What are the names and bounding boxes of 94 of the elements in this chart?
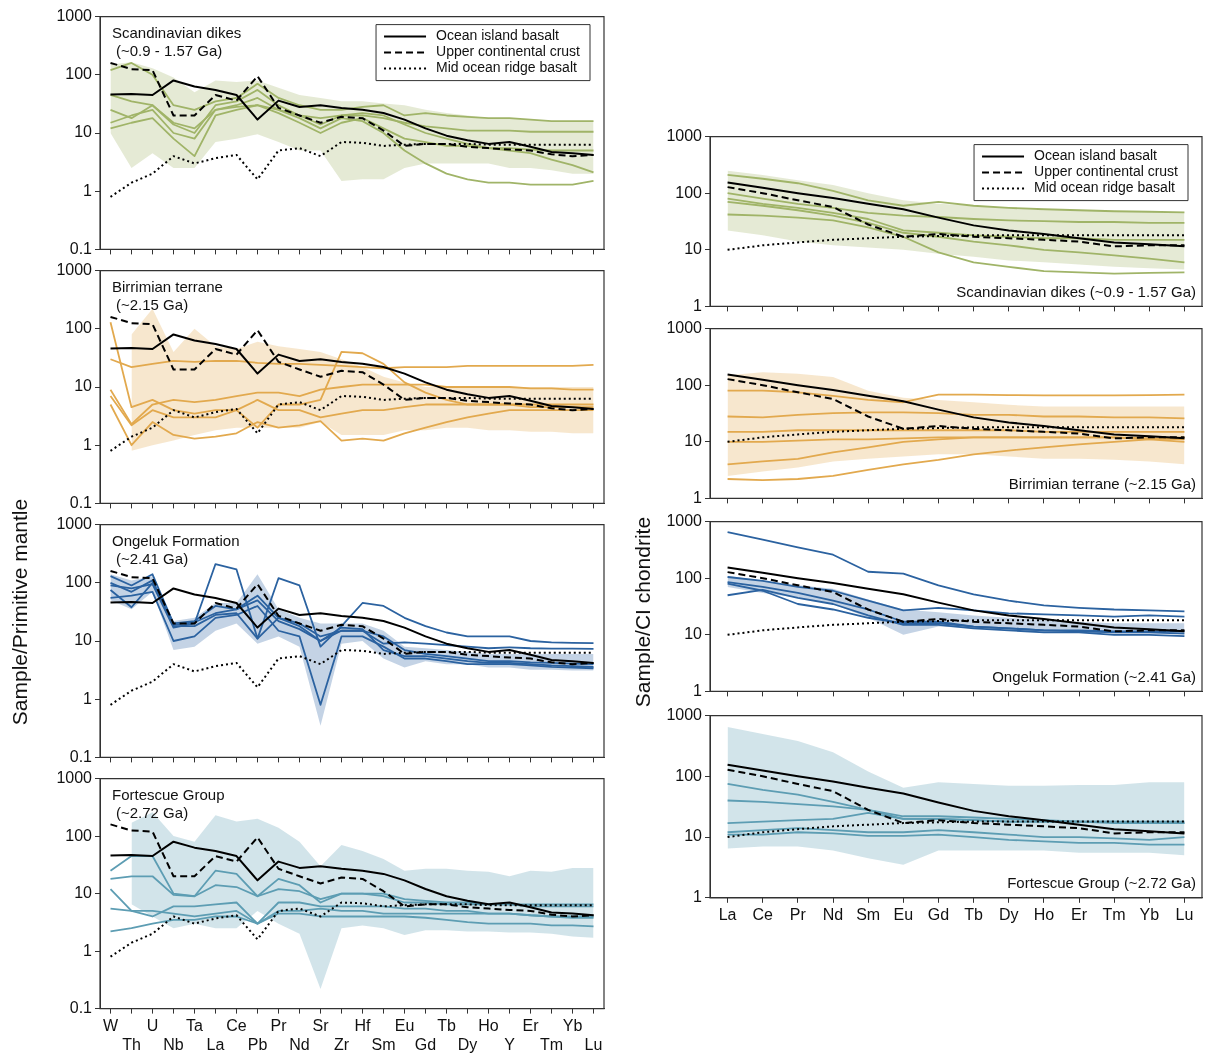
x-tick-label: Er: [522, 1016, 540, 1034]
x-tick-label: Sm: [856, 905, 881, 923]
x-tick-label: Tm: [539, 1035, 564, 1053]
text: (~0.9 - 1.57 Ga): [116, 42, 223, 60]
x-tick-label: La: [718, 905, 737, 923]
y-tick-label: 1: [693, 888, 703, 906]
y-tick-label: 1: [83, 941, 93, 959]
y-tick-label: 10: [684, 240, 703, 258]
x-tick-label: Pr: [270, 1016, 288, 1034]
x-tick-label: Hf: [354, 1016, 372, 1034]
x-tick-label: Zr: [333, 1035, 350, 1053]
x-tick-label: Yb: [562, 1016, 583, 1034]
y-tick-label: 10: [74, 123, 93, 141]
y-tick-label: 100: [675, 766, 703, 784]
text: Scandinavian dikes: [112, 24, 242, 42]
legend-label: Mid ocean ridge basalt: [1034, 179, 1176, 196]
x-tick-label: Er: [1071, 905, 1088, 923]
x-tick-label: U: [146, 1016, 159, 1034]
x-tick-label: Sr: [312, 1016, 330, 1034]
y-tick-label: 10: [74, 884, 93, 902]
x-tick-label: Ho: [1033, 905, 1055, 923]
x-tick-label: Eu: [893, 905, 914, 923]
legend-label: Upper continental crust: [436, 43, 581, 60]
text: Ongeluk Formation: [112, 532, 240, 550]
y-tick-label: 0.1: [69, 239, 93, 257]
y-tick-label: 10: [684, 625, 703, 643]
y-tick-label: 1000: [56, 515, 93, 533]
x-tick-label: Lu: [584, 1035, 603, 1053]
x-tick-label: Dy: [998, 905, 1019, 923]
x-tick-label: Pr: [789, 905, 807, 923]
x-tick-label: Ta: [186, 1016, 204, 1034]
y-tick-label: 1: [83, 435, 93, 453]
x-tick-label: Sm: [371, 1035, 396, 1053]
x-tick-label: Tb: [964, 905, 984, 923]
legend-label: Upper continental crust: [1034, 163, 1179, 180]
y-tick-label: 1000: [666, 512, 703, 530]
x-tick-label: Gd: [927, 905, 950, 923]
x-tick-label: Nd: [289, 1035, 310, 1053]
y-tick-label: 10: [74, 631, 93, 649]
x-tick-label: Nb: [163, 1035, 184, 1053]
x-tick-label: Tb: [437, 1016, 456, 1034]
y-tick-label: 1: [693, 488, 703, 506]
y-tick-label: 1000: [56, 769, 93, 787]
x-tick-label: Gd: [414, 1035, 437, 1053]
y-tick-label: 10: [684, 432, 703, 450]
y-tick-label: 100: [65, 319, 93, 337]
chart-title: Birrimian terrane (~2.15 Ga): [1008, 475, 1196, 493]
text: (~2.41 Ga): [116, 550, 189, 568]
y-tick-label: 10: [684, 827, 703, 845]
text: Birrimian terrane: [112, 278, 223, 296]
y-tick-label: 0.1: [69, 493, 93, 511]
x-tick-label: Ce: [752, 905, 774, 923]
y-tick-label: 1000: [666, 319, 703, 337]
y-tick-label: 100: [65, 573, 93, 591]
y-axis-title: Sample/CI chondrite: [631, 516, 655, 708]
y-axis-title: Sample/Primitive mantle: [8, 498, 32, 726]
y-tick-label: 1: [83, 181, 93, 199]
y-tick-label: 100: [675, 375, 703, 393]
x-tick-label: Y: [504, 1035, 516, 1053]
y-tick-label: 10: [74, 377, 93, 395]
y-tick-label: 100: [65, 65, 93, 83]
legend-label: Mid ocean ridge basalt: [436, 59, 578, 76]
chart-title: Scandinavian dikes (~0.9 - 1.57 Ga): [956, 283, 1196, 301]
y-tick-label: 100: [65, 826, 93, 844]
y-tick-label: 1: [693, 296, 703, 314]
x-tick-label: Dy: [457, 1035, 478, 1053]
y-tick-label: 100: [675, 183, 703, 201]
x-tick-label: La: [206, 1035, 225, 1053]
x-tick-label: Tm: [1102, 905, 1126, 923]
x-tick-label: Th: [122, 1035, 141, 1053]
x-tick-label: Pb: [247, 1035, 268, 1053]
y-tick-label: 0.1: [69, 999, 93, 1017]
y-tick-label: 1000: [56, 261, 93, 279]
x-tick-label: Ce: [226, 1016, 247, 1034]
chart-title: Fortescue Group (~2.72 Ga): [1007, 874, 1196, 892]
x-tick-label: Nd: [822, 905, 844, 923]
y-tick-label: 1000: [666, 127, 703, 145]
x-tick-label: Yb: [1139, 905, 1160, 923]
x-tick-label: W: [102, 1016, 119, 1034]
text: (~2.15 Ga): [116, 296, 189, 314]
x-tick-label: Lu: [1175, 905, 1194, 923]
y-tick-label: 1: [83, 689, 93, 707]
legend-label: Ocean island basalt: [436, 27, 560, 44]
chart-title: Ongeluk Formation (~2.41 Ga): [992, 668, 1196, 686]
text: (~2.72 Ga): [116, 804, 189, 822]
x-tick-label: Eu: [394, 1016, 415, 1034]
y-tick-label: 1: [693, 681, 703, 699]
x-tick-label: Ho: [478, 1016, 499, 1034]
y-tick-label: 0.1: [69, 747, 93, 765]
y-tick-label: 100: [675, 568, 703, 586]
legend-label: Ocean island basalt: [1034, 147, 1158, 164]
text: Fortescue Group: [112, 786, 225, 804]
y-tick-label: 1000: [666, 706, 703, 724]
y-tick-label: 1000: [56, 7, 93, 25]
